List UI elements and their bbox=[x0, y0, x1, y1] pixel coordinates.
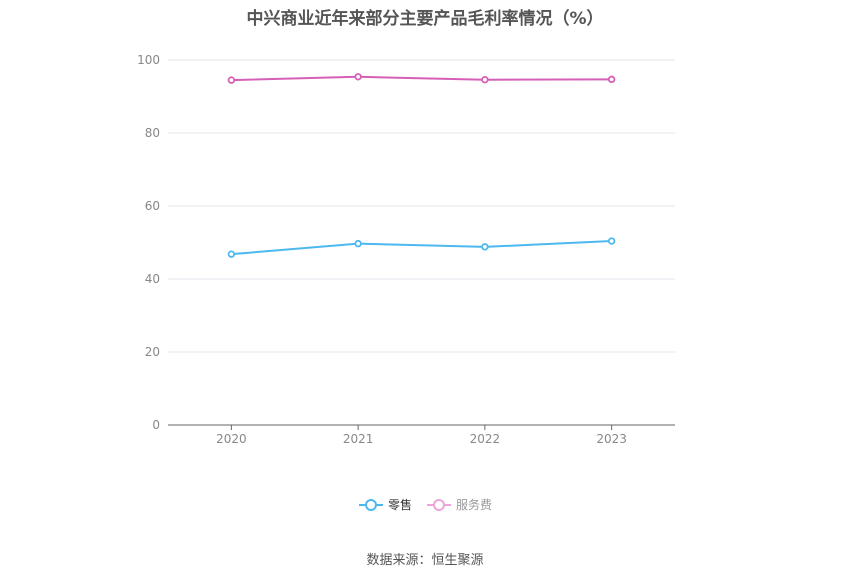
series-line-0 bbox=[231, 240, 612, 256]
legend-marker bbox=[364, 498, 377, 511]
legend-item-0[interactable]: 零售 bbox=[358, 496, 412, 513]
legend-item-1[interactable]: 服务费 bbox=[426, 496, 492, 513]
legend-label: 零售 bbox=[387, 498, 412, 512]
data-point bbox=[481, 243, 489, 251]
y-tick-label: 100 bbox=[137, 53, 160, 67]
data-source-note: 数据来源：恒生聚源 bbox=[366, 553, 484, 568]
data-point bbox=[227, 76, 236, 84]
y-tick-label: 0 bbox=[152, 418, 160, 432]
data-point bbox=[354, 73, 362, 81]
x-tick-label: 2023 bbox=[596, 432, 627, 446]
y-tick-label: 20 bbox=[145, 345, 160, 359]
data-point bbox=[607, 237, 616, 245]
x-tick-label: 2021 bbox=[343, 432, 374, 446]
legend-line-circle-icon bbox=[358, 498, 383, 511]
y-tick-label: 80 bbox=[145, 126, 160, 140]
y-tick-label: 40 bbox=[145, 272, 160, 286]
grid-lines bbox=[168, 59, 675, 353]
legend-label: 服务费 bbox=[456, 498, 493, 512]
data-point bbox=[481, 76, 489, 84]
legend-line-circle-icon bbox=[427, 498, 451, 511]
data-point bbox=[607, 75, 616, 84]
series-line-1 bbox=[231, 75, 612, 82]
x-tick-label: 2022 bbox=[470, 432, 501, 446]
y-tick-label: 60 bbox=[145, 199, 160, 213]
x-tick-label: 2020 bbox=[216, 432, 247, 446]
data-point bbox=[227, 250, 236, 258]
legend-marker bbox=[433, 498, 445, 511]
axes: 0 20 40 60 80 100 2020 2021 2022 2023 bbox=[137, 53, 675, 446]
series-lines bbox=[227, 73, 616, 258]
chart-title: 中兴商业近年来部分主要产品毛利率情况（%） bbox=[246, 9, 604, 29]
data-point bbox=[354, 239, 362, 248]
legend: 零售 服务费 bbox=[0, 496, 850, 513]
